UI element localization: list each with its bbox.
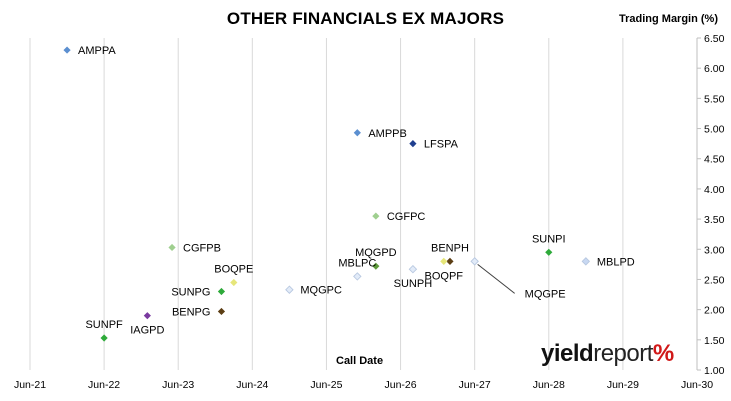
y-axis-label: Trading Margin (%): [619, 13, 718, 25]
y-tick-label: 1.50: [704, 335, 725, 347]
data-point-marker: [440, 257, 448, 265]
data-point-marker: [230, 278, 238, 287]
data-point-label: AMPPA: [78, 45, 116, 57]
logo-text-yield: yield: [541, 340, 594, 367]
data-point-marker: [285, 285, 294, 294]
label-leader-line: [477, 263, 515, 294]
x-tick-label: Jun-23: [162, 379, 194, 391]
x-tick-label: Jun-30: [681, 379, 713, 391]
y-tick-label: 5.50: [704, 93, 725, 105]
x-tick-label: Jun-28: [533, 379, 565, 391]
data-point-label: MQGPE: [525, 288, 566, 300]
x-tick-label: Jun-29: [607, 379, 639, 391]
data-point-marker: [100, 334, 108, 342]
data-point-label: CGFPC: [387, 211, 426, 223]
x-axis-label: Call Date: [336, 355, 384, 367]
y-tick-label: 2.50: [704, 274, 725, 286]
data-point-marker: [217, 307, 226, 316]
y-tick-label: 4.50: [704, 154, 725, 166]
y-tick-label: 6.50: [704, 33, 725, 45]
data-point-label: BOQPF: [425, 270, 464, 282]
data-point-marker: [63, 46, 71, 54]
data-point-label: MQGPC: [300, 285, 342, 297]
y-tick-label: 2.00: [704, 305, 725, 317]
data-point-marker: [168, 243, 176, 252]
logo-percent: %: [652, 340, 674, 367]
x-tick-label: Jun-26: [385, 379, 417, 391]
yieldreport-logo: yieldreport%: [541, 340, 674, 368]
y-tick-label: 3.50: [704, 214, 725, 226]
y-tick-label: 1.00: [704, 365, 725, 377]
data-point-label: SUNPI: [532, 233, 566, 245]
data-point-label: MQGPD: [355, 247, 397, 259]
y-tick-label: 5.00: [704, 124, 725, 136]
data-point-label: MBLPC: [338, 257, 376, 269]
y-tick-label: 3.00: [704, 244, 725, 256]
data-point-marker: [581, 257, 591, 266]
y-tick-label: 6.00: [704, 63, 725, 75]
data-point-marker: [446, 257, 454, 265]
data-point-label: BOQPE: [214, 263, 253, 275]
data-point-marker: [372, 262, 380, 270]
chart-title: OTHER FINANCIALS EX MAJORS: [226, 9, 505, 28]
data-point-marker: [545, 248, 553, 256]
data-point-marker: [470, 257, 479, 266]
data-point-marker: [353, 272, 362, 281]
x-tick-label: Jun-22: [88, 379, 120, 391]
data-point-label: CGFPB: [183, 242, 221, 254]
x-tick-label: Jun-21: [14, 379, 46, 391]
data-point-label: BENPH: [431, 242, 469, 254]
x-tick-label: Jun-24: [236, 379, 268, 391]
data-point-label: SUNPG: [171, 287, 210, 299]
x-tick-label: Jun-27: [459, 379, 491, 391]
data-point-marker: [143, 312, 151, 320]
data-point-marker: [353, 129, 361, 137]
data-point-label: SUNPH: [394, 278, 433, 290]
data-point-marker: [372, 212, 380, 220]
y-tick-label: 4.00: [704, 184, 725, 196]
data-point-label: BENPG: [172, 306, 211, 318]
data-point-marker: [409, 140, 417, 148]
data-point-label: IAGPD: [130, 325, 164, 337]
x-tick-label: Jun-25: [310, 379, 342, 391]
data-point-marker: [408, 264, 418, 274]
data-point-marker: [217, 287, 226, 296]
data-point-label: SUNPF: [85, 319, 123, 331]
data-point-label: MBLPD: [597, 256, 635, 268]
data-point-label: LFSPA: [424, 139, 459, 151]
data-point-label: AMPPB: [368, 128, 407, 140]
logo-text-report: report: [593, 340, 653, 367]
